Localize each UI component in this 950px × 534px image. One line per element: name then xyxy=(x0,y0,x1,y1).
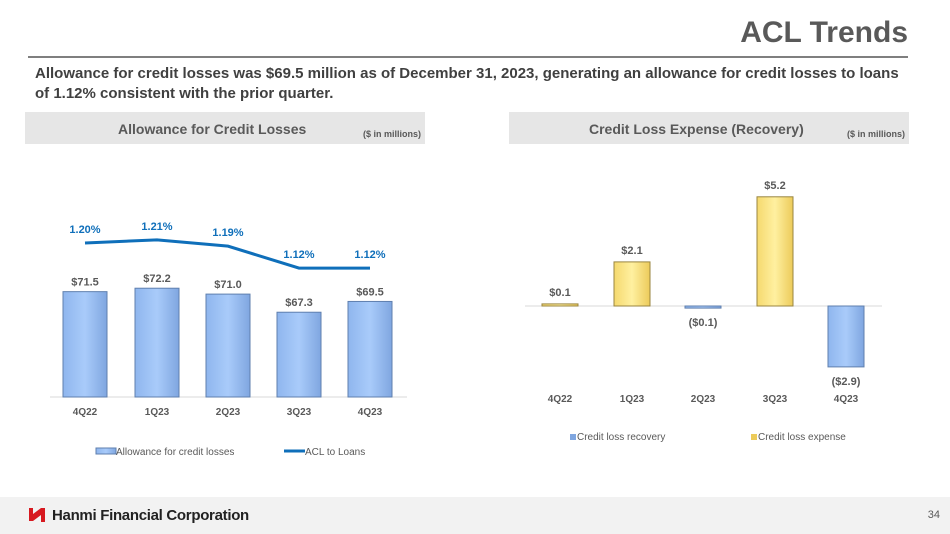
acl-x-tick: 4Q22 xyxy=(73,407,98,418)
company-logo: Hanmi Financial Corporation xyxy=(28,506,249,524)
acl-line-label: 1.19% xyxy=(212,227,243,239)
acl-chart-title: Allowance for Credit Losses xyxy=(118,121,307,137)
acl-line-label: 1.20% xyxy=(69,224,100,236)
footer: Hanmi Financial Corporation 34 xyxy=(0,497,950,534)
acl-bar-label: $67.3 xyxy=(285,297,313,309)
acl-line-label: 1.12% xyxy=(283,249,314,261)
legend-recovery-swatch xyxy=(570,434,576,440)
expense-x-tick: 4Q23 xyxy=(834,394,859,405)
acl-bar xyxy=(347,300,393,398)
acl-x-tick: 1Q23 xyxy=(145,407,170,418)
expense-bar xyxy=(541,303,579,307)
legend-bar-swatch xyxy=(95,447,117,455)
expense-bar xyxy=(613,261,651,307)
acl-x-tick: 3Q23 xyxy=(287,407,312,418)
company-name: Hanmi Financial Corporation xyxy=(52,506,249,524)
expense-bar-label: ($2.9) xyxy=(832,376,861,388)
acl-chart-header: Allowance for Credit Losses ($ in millio… xyxy=(25,112,425,144)
page-title: ACL Trends xyxy=(740,16,908,49)
summary-text: Allowance for credit losses was $69.5 mi… xyxy=(35,65,899,102)
expense-x-tick: 4Q22 xyxy=(548,394,573,405)
legend-recovery: Credit loss recovery xyxy=(577,432,665,443)
acl-bar-label: $71.5 xyxy=(71,277,99,289)
expense-chart-header: Credit Loss Expense (Recovery) ($ in mil… xyxy=(509,112,909,144)
acl-line-label: 1.12% xyxy=(354,249,385,261)
acl-to-loans-line xyxy=(84,238,370,270)
acl-unit-note: ($ in millions) xyxy=(362,129,421,139)
acl-bar-label: $71.0 xyxy=(214,279,242,291)
title-divider xyxy=(28,56,908,58)
acl-bar xyxy=(276,311,322,398)
legend-acl-to-loans: ACL to Loans xyxy=(305,447,365,458)
expense-x-tick: 3Q23 xyxy=(763,394,788,405)
expense-chart-title: Credit Loss Expense (Recovery) xyxy=(589,121,804,137)
acl-line-label: 1.21% xyxy=(141,221,172,233)
legend-expense-swatch xyxy=(751,434,757,440)
recovery-bar xyxy=(684,305,722,309)
acl-x-tick: 2Q23 xyxy=(216,407,241,418)
expense-bar-label: $5.2 xyxy=(764,180,785,192)
legend-allowance: Allowance for credit losses xyxy=(116,447,234,458)
acl-x-tick: 4Q23 xyxy=(358,407,383,418)
acl-bar xyxy=(134,287,180,398)
legend-expense: Credit loss expense xyxy=(758,432,846,443)
expense-x-tick: 2Q23 xyxy=(691,394,716,405)
expense-unit-note: ($ in millions) xyxy=(846,129,905,139)
acl-bar-label: $69.5 xyxy=(356,286,384,298)
expense-bar-label: ($0.1) xyxy=(689,317,718,329)
recovery-bar xyxy=(827,305,865,368)
page-number: 34 xyxy=(927,509,940,521)
hanmi-logo-icon xyxy=(29,508,45,522)
acl-bar xyxy=(62,291,108,398)
expense-bar-label: $2.1 xyxy=(621,245,642,257)
expense-x-tick: 1Q23 xyxy=(620,394,645,405)
expense-bar xyxy=(756,196,794,307)
expense-bar-label: $0.1 xyxy=(549,287,570,299)
acl-bar-label: $72.2 xyxy=(143,273,171,285)
acl-bar xyxy=(205,293,251,398)
